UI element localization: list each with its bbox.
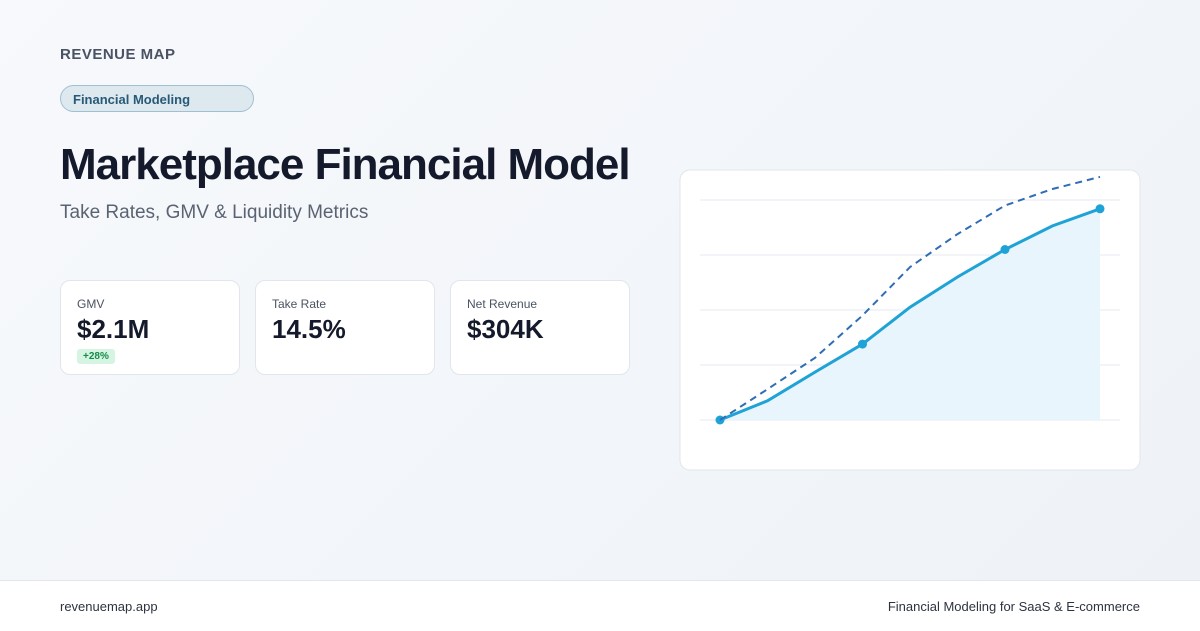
footer-right: Financial Modeling for SaaS & E-commerce bbox=[887, 599, 1140, 614]
footer: revenuemap.app Financial Modeling for Sa… bbox=[0, 580, 1200, 631]
metric-value: 14.5% bbox=[272, 314, 346, 344]
metric-card: Net Revenue $304K bbox=[450, 280, 630, 375]
metric-change: +28% bbox=[77, 349, 115, 364]
footer-left: revenuemap.app bbox=[60, 599, 158, 614]
brand: REVENUE MAP bbox=[60, 46, 176, 63]
line bbox=[719, 207, 1101, 422]
title: Marketplace Financial Model bbox=[60, 140, 631, 189]
marker bbox=[1000, 245, 1010, 254]
metric-label: GMV bbox=[77, 297, 105, 311]
chart bbox=[679, 169, 1141, 471]
badge: Financial Modeling bbox=[60, 85, 254, 112]
metric-label: Take Rate bbox=[272, 297, 327, 311]
line bbox=[719, 175, 1101, 421]
marker bbox=[1095, 204, 1105, 214]
metric-card: Take Rate 14.5% bbox=[255, 280, 435, 375]
metric-value: $2.1M bbox=[77, 314, 150, 344]
metric-card: GMV $2.1M +28% bbox=[60, 280, 240, 375]
metric-value: $304K bbox=[467, 314, 544, 344]
marker bbox=[858, 339, 867, 349]
metric-label: Net Revenue bbox=[467, 297, 538, 311]
subtitle: Take Rates, GMV & Liquidity Metrics bbox=[60, 202, 369, 223]
area bbox=[720, 208, 1100, 420]
